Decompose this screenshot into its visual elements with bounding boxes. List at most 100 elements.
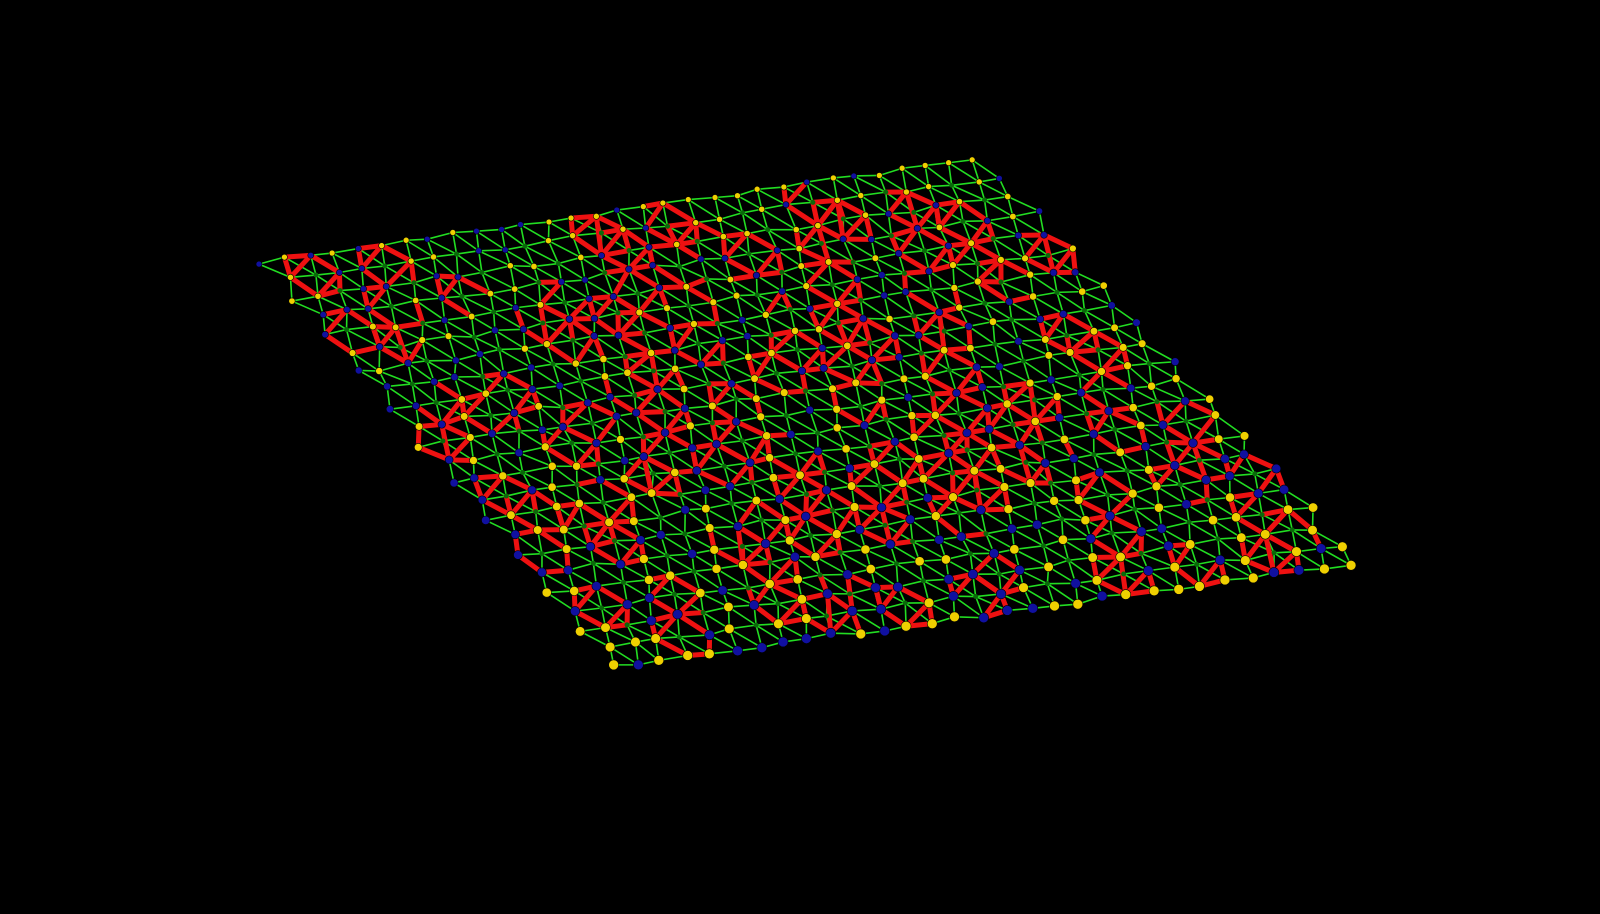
bond <box>864 214 893 237</box>
bond <box>1119 451 1150 471</box>
blue-atom <box>487 429 497 438</box>
yellow-atom <box>792 226 800 234</box>
blue-atom <box>383 382 392 391</box>
highlight-bond <box>1285 507 1316 533</box>
blue-atom <box>437 420 446 429</box>
highlight-bond <box>885 211 920 231</box>
yellow-atom <box>810 551 821 562</box>
blue-atom <box>712 439 721 449</box>
hub-atom <box>975 261 981 267</box>
highlight-bond <box>936 309 947 353</box>
highlight-bond <box>835 320 850 349</box>
hub-atom <box>620 579 626 585</box>
bond <box>928 270 956 289</box>
highlight-bond <box>591 316 621 338</box>
hub-atom <box>847 591 853 597</box>
bond <box>315 274 319 298</box>
bond <box>696 240 726 260</box>
bond <box>613 539 645 560</box>
highlight-bond <box>722 255 759 278</box>
blue-atom <box>473 227 480 235</box>
highlight-bond <box>1067 347 1101 355</box>
bond <box>421 322 450 337</box>
highlight-bond <box>953 390 990 411</box>
bond <box>612 292 639 298</box>
bond <box>718 218 748 235</box>
yellow-atom <box>877 395 887 405</box>
bond <box>1022 586 1056 607</box>
bond <box>898 356 927 378</box>
highlight-bond <box>1006 293 1036 305</box>
bond <box>544 442 573 448</box>
bond <box>678 636 711 655</box>
bond <box>389 405 417 410</box>
yellow-atom <box>1091 575 1103 586</box>
yellow-atom <box>918 474 929 484</box>
highlight-bond <box>950 240 974 268</box>
highlight-bond <box>1001 380 1033 390</box>
yellow-atom <box>1018 582 1029 593</box>
highlight-bond <box>950 494 984 513</box>
blue-atom <box>510 408 519 418</box>
highlight-bond <box>916 309 942 338</box>
hub-atom <box>867 340 873 346</box>
blue-atom <box>354 366 363 375</box>
blue-atom <box>1005 297 1014 306</box>
bond <box>881 399 913 417</box>
bond <box>673 342 700 352</box>
blue-atom <box>717 585 728 596</box>
hub-atom <box>739 543 745 549</box>
bond <box>1311 529 1344 548</box>
bond <box>678 258 702 268</box>
bond <box>407 362 435 383</box>
bond <box>924 161 950 167</box>
highlight-bond <box>365 306 399 330</box>
yellow-atom <box>909 432 919 442</box>
bond <box>361 265 386 270</box>
hub-atom <box>983 531 989 537</box>
blue-atom <box>590 332 599 340</box>
highlight-bond <box>763 517 788 547</box>
yellow-atom <box>695 587 706 599</box>
bond <box>689 425 718 445</box>
yellow-atom <box>593 213 600 220</box>
highlight-bond <box>853 380 885 387</box>
bond <box>922 472 954 480</box>
bond <box>351 352 380 372</box>
bond <box>622 581 651 599</box>
highlight-bond <box>857 504 885 533</box>
yellow-atom <box>750 374 759 383</box>
blue-atom <box>598 252 605 260</box>
yellow-atom <box>968 156 976 164</box>
highlight-bond <box>1094 577 1129 598</box>
atom-layer <box>255 156 1357 671</box>
blue-atom <box>972 362 981 372</box>
bond <box>1217 438 1245 456</box>
bond <box>1175 377 1211 400</box>
yellow-atom <box>923 597 935 609</box>
hub-atom <box>569 440 575 446</box>
highlight-bond <box>649 490 683 497</box>
highlight-bond <box>573 333 597 367</box>
yellow-atom <box>466 433 475 442</box>
bond <box>524 347 554 365</box>
hub-atom <box>598 230 604 236</box>
hub-atom <box>794 347 800 353</box>
hub-atom <box>686 303 692 309</box>
bond <box>1126 364 1153 387</box>
bond <box>804 390 838 411</box>
yellow-atom <box>348 349 357 357</box>
highlight-bond <box>1017 442 1048 466</box>
bond <box>574 358 605 365</box>
bond <box>477 250 483 274</box>
blue-atom <box>925 267 933 276</box>
highlight-bond <box>777 496 809 519</box>
highlight-bond <box>1160 398 1188 428</box>
blue-atom <box>1105 510 1115 521</box>
blue-atom <box>382 282 390 290</box>
highlight-bond <box>783 202 821 229</box>
bond <box>716 319 744 325</box>
bond <box>460 398 492 417</box>
bond <box>958 407 989 415</box>
yellow-atom <box>444 332 453 340</box>
